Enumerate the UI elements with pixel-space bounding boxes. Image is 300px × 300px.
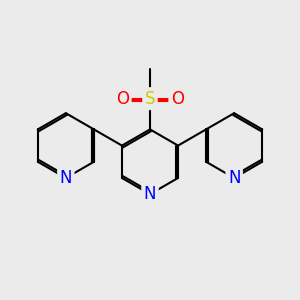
Text: O: O [171,90,184,108]
Text: O: O [116,90,129,108]
Text: N: N [60,169,72,187]
Text: N: N [144,185,156,203]
Text: N: N [228,169,240,187]
Text: S: S [145,90,155,108]
